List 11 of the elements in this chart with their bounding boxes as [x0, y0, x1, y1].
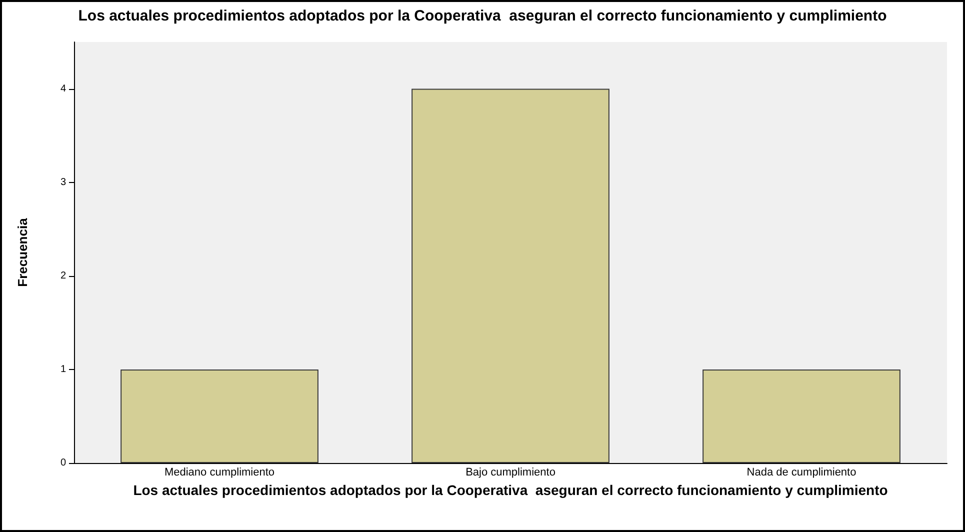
y-tick-label: 1 — [60, 364, 66, 375]
y-tick-label: 0 — [60, 458, 66, 468]
x-tick-label: Bajo cumplimiento — [466, 466, 556, 478]
x-tick-label: Mediano cumplimiento — [164, 466, 275, 478]
y-axis-title: Frecuencia — [15, 217, 30, 287]
chart-title: Los actuales procedimientos adoptados por la Cooperativa aseguran el correcto funcionamiento y cumplimiento — [78, 8, 887, 24]
y-tick-label: 2 — [60, 270, 66, 282]
y-tick-label: 4 — [60, 83, 66, 94]
x-axis-title: Los actuales procedimientos adoptados por la Cooperativa aseguran el correcto funcionamiento y cumplimiento — [133, 482, 888, 498]
y-tick-label: 3 — [60, 176, 66, 188]
x-tick-label: Nada de cumplimiento — [746, 466, 856, 478]
